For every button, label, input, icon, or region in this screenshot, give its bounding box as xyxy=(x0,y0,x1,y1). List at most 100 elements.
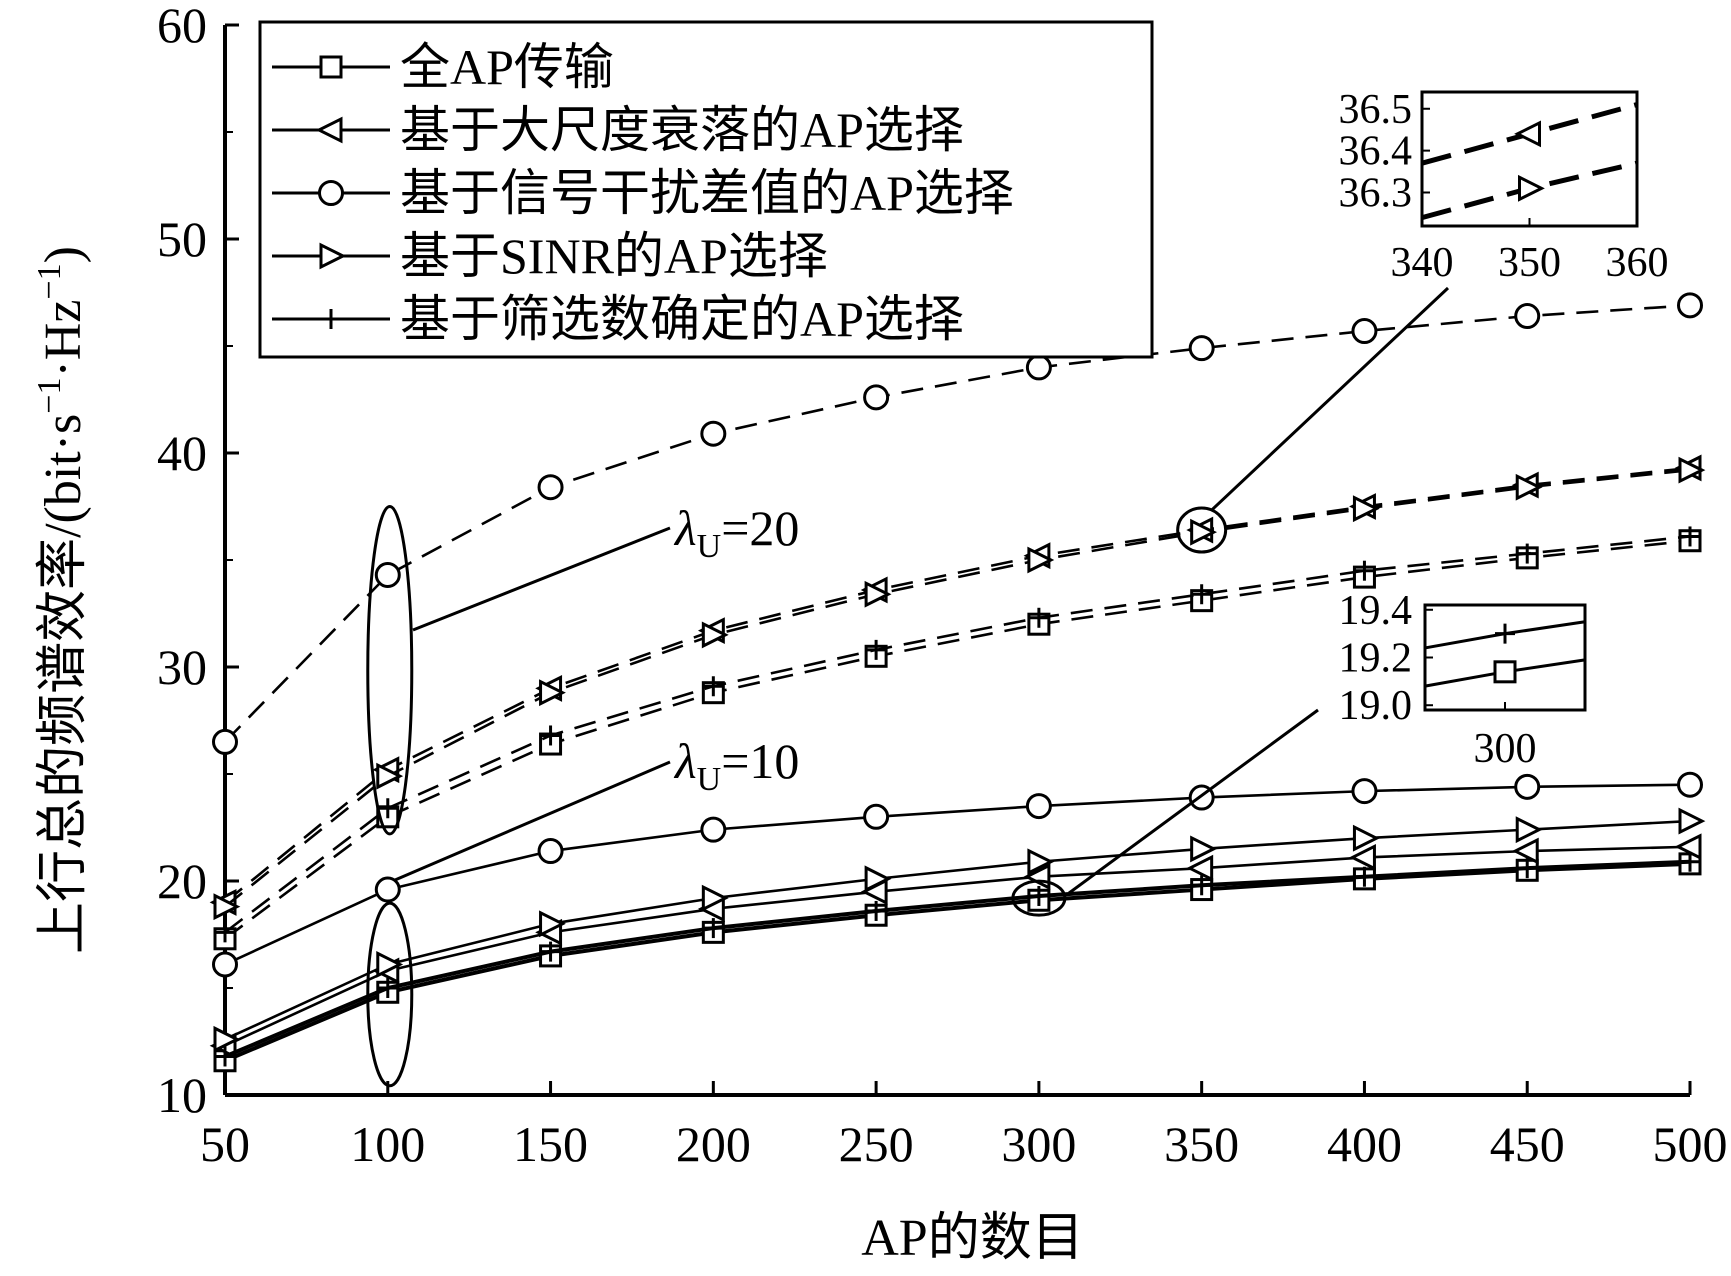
inset-y-tick-label: 36.5 xyxy=(1339,87,1413,133)
data-point xyxy=(1677,292,1703,319)
x-tick-label: 450 xyxy=(1490,1116,1565,1172)
x-tick-label: 250 xyxy=(839,1116,914,1172)
x-tick-label: 100 xyxy=(350,1116,425,1172)
data-point xyxy=(374,876,401,903)
inset-y-tick-label: 19.4 xyxy=(1339,588,1413,634)
data-point xyxy=(863,384,890,411)
legend-marker xyxy=(318,180,344,206)
inset-x-tick-label: 360 xyxy=(1606,240,1669,286)
series-line xyxy=(224,845,1691,1047)
zoom-leader-bottom xyxy=(1068,708,1319,895)
inset-top: 340 350 360 36.336.436.5 xyxy=(1339,87,1669,286)
inset-point xyxy=(1514,120,1541,148)
series-line xyxy=(224,535,1691,934)
lambda-subscript: U xyxy=(697,761,722,798)
data-point xyxy=(1351,778,1378,805)
data-point xyxy=(212,728,238,755)
inset-bottom: 300 19.019.219.4 xyxy=(1339,588,1587,772)
data-point xyxy=(540,941,561,962)
data-point xyxy=(1025,354,1052,381)
data-point xyxy=(215,1046,235,1067)
data-point xyxy=(1517,858,1538,879)
legend-marker xyxy=(319,242,347,270)
lambda-value: =10 xyxy=(721,733,799,789)
y-tick-label: 50 xyxy=(157,211,207,267)
data-point xyxy=(700,420,727,447)
data-point xyxy=(1677,771,1703,798)
data-point xyxy=(1191,584,1212,605)
data-point xyxy=(537,474,564,501)
zoom-leader-top xyxy=(1210,286,1450,512)
inset-point xyxy=(1518,174,1545,202)
series-line xyxy=(224,859,1691,1059)
data-point xyxy=(537,838,564,865)
y-axis-title-part: −1 xyxy=(31,378,68,414)
inset-x-tick-label: 300 xyxy=(1474,726,1537,772)
x-tick-label: 300 xyxy=(1001,1116,1076,1172)
inset-y-tick-label: 36.3 xyxy=(1339,171,1413,217)
series-solid-0 xyxy=(213,852,1702,1073)
inset-point xyxy=(1495,623,1515,644)
data-point xyxy=(1514,773,1541,800)
y-tick-label: 30 xyxy=(157,639,207,695)
lambda-value: =20 xyxy=(721,500,799,556)
data-point xyxy=(701,621,729,649)
lambda-leader-20 xyxy=(412,526,671,632)
zoom-circle-top xyxy=(1176,506,1228,554)
data-point xyxy=(1028,885,1049,906)
x-tick-label: 350 xyxy=(1164,1116,1239,1172)
data-point xyxy=(1354,866,1375,887)
y-tick-label: 20 xyxy=(157,853,207,909)
legend-marker xyxy=(319,55,343,79)
inset-x-tick-label: 350 xyxy=(1498,240,1561,286)
x-tick-label: 200 xyxy=(676,1116,751,1172)
series-line xyxy=(224,783,1691,966)
highlight-ellipse-10 xyxy=(366,901,414,1088)
data-point xyxy=(864,865,892,893)
data-point xyxy=(1678,807,1706,835)
series-solid-3 xyxy=(213,807,1706,1053)
data-point xyxy=(1027,848,1055,876)
highlight-ellipse-20 xyxy=(366,505,414,836)
inset-x-tick-label: 340 xyxy=(1391,240,1454,286)
y-tick-label: 10 xyxy=(157,1067,207,1123)
inset-y-tick-label: 36.4 xyxy=(1339,129,1413,175)
lambda-symbol: λ xyxy=(673,500,697,556)
legend-item: 基于SINR的AP选择 xyxy=(272,228,828,284)
data-point xyxy=(212,951,238,978)
legend-frame xyxy=(258,20,1154,359)
y-axis-title-part: 上行总的频谱效率/(bit·s xyxy=(35,414,92,954)
inset-y-tick-label: 19.0 xyxy=(1339,683,1413,729)
data-point xyxy=(1680,526,1700,547)
x-axis-title: AP的数目 xyxy=(861,1210,1083,1267)
series-solid-2 xyxy=(212,771,1703,978)
legend-label: 基于大尺度衰落的AP选择 xyxy=(400,102,964,158)
data-point xyxy=(1511,837,1539,865)
data-point xyxy=(863,803,890,830)
data-point xyxy=(1517,543,1538,564)
data-point xyxy=(1186,854,1214,882)
y-axis-title-part: −1 xyxy=(31,263,68,299)
data-point xyxy=(866,900,887,921)
x-tick-label: 500 xyxy=(1653,1116,1728,1172)
data-point xyxy=(701,884,729,912)
data-point xyxy=(540,725,561,746)
series-line xyxy=(224,861,1691,1063)
lambda-label: λU=10 xyxy=(673,733,799,798)
data-point xyxy=(377,798,398,819)
data-point xyxy=(377,978,398,998)
data-point xyxy=(700,816,727,843)
data-point xyxy=(376,762,404,790)
y-axis-title: 上行总的频谱效率/(bit·s−1·Hz−1) xyxy=(31,246,92,954)
data-point xyxy=(213,1025,241,1053)
data-point xyxy=(1354,560,1375,581)
series-line xyxy=(224,468,1691,908)
plot-area: 50 100 150 200 250 300 350 400 450 500 10 20 30 40 50 6… xyxy=(31,0,1728,1267)
lambda-leader-10 xyxy=(394,760,671,882)
series-dashed-3 xyxy=(213,456,1706,921)
legend-item: 基于信号干扰差值的AP选择 xyxy=(272,165,1014,221)
data-point xyxy=(1028,607,1049,628)
inset-point xyxy=(1493,660,1517,684)
data-point xyxy=(1352,495,1380,523)
legend-marker xyxy=(315,116,343,144)
